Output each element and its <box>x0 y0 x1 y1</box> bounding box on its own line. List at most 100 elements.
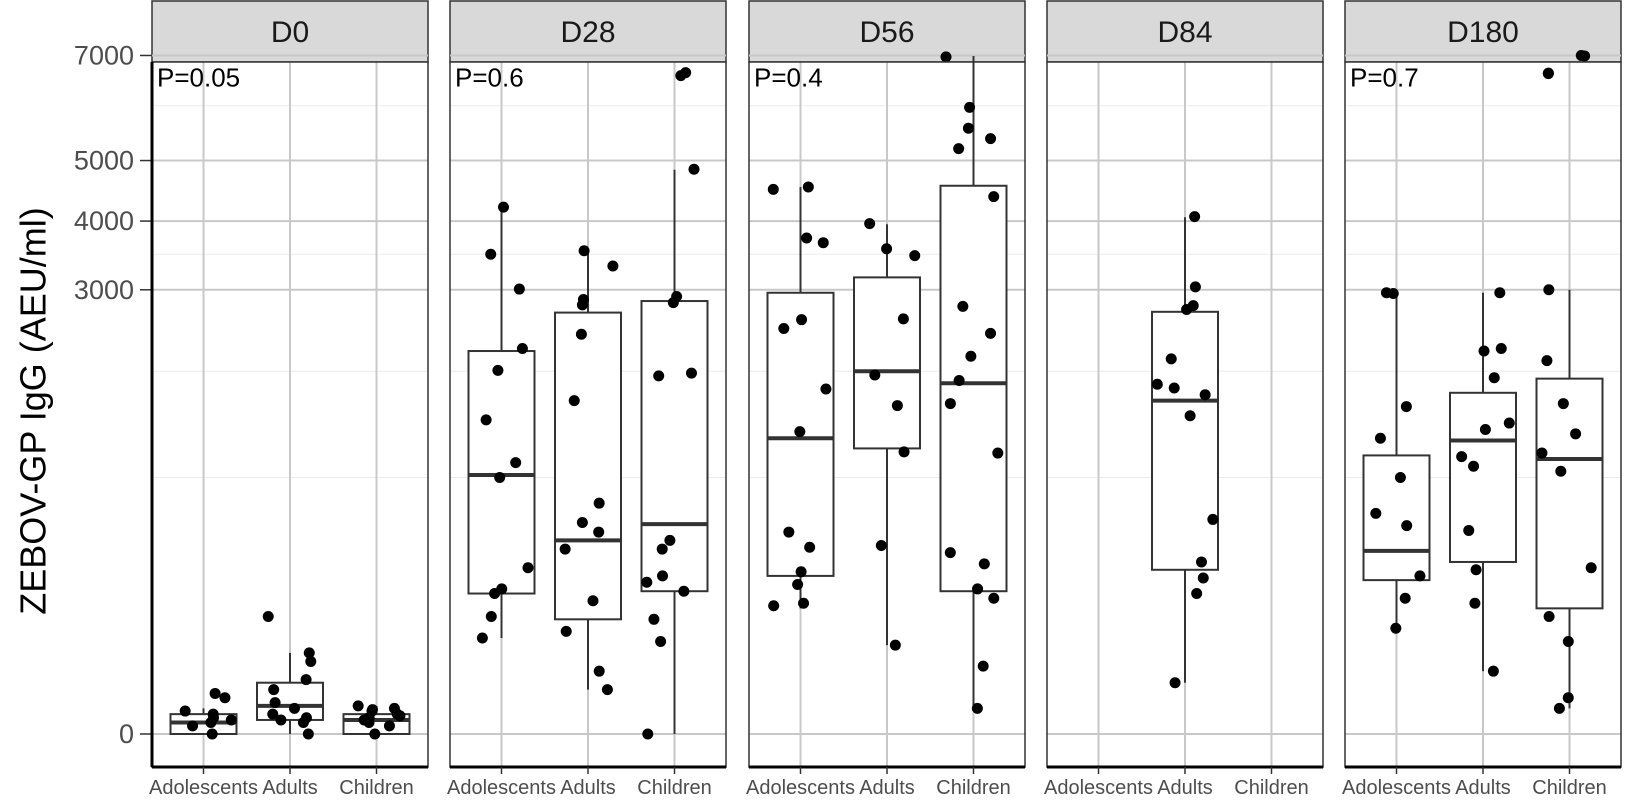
data-point <box>496 583 508 595</box>
data-point <box>985 133 997 145</box>
facet-strip-label: D0 <box>271 16 309 49</box>
group-children <box>342 700 411 740</box>
data-point <box>778 323 790 334</box>
data-point <box>978 558 990 570</box>
data-point <box>492 364 504 376</box>
data-point <box>964 101 976 113</box>
data-point <box>1394 472 1406 484</box>
data-point <box>577 294 589 306</box>
data-point <box>897 313 909 325</box>
x-tick-label: Adults <box>1455 777 1511 799</box>
data-point <box>792 578 804 590</box>
data-point <box>972 583 984 595</box>
data-point <box>1557 398 1569 410</box>
data-point <box>971 702 983 714</box>
facet-strip-label: D28 <box>560 16 615 49</box>
facet-panel-d28: D28 P=0.6 Adolescents Adults Children <box>447 0 727 799</box>
data-point <box>794 426 806 438</box>
data-point <box>1165 353 1177 365</box>
data-point <box>985 327 997 339</box>
x-tick-label: Adolescents <box>746 777 855 799</box>
data-point <box>653 370 665 382</box>
data-point <box>1195 556 1207 568</box>
data-point <box>962 122 974 134</box>
x-tick-label: Children <box>637 777 711 799</box>
data-point <box>1562 636 1574 648</box>
data-point <box>578 245 590 257</box>
data-point <box>798 597 810 609</box>
data-point <box>657 570 669 582</box>
data-point <box>1478 345 1490 357</box>
box-iqr <box>467 350 536 595</box>
data-point <box>909 250 921 262</box>
data-point <box>206 728 218 740</box>
data-point <box>898 446 910 458</box>
data-point <box>1487 665 1499 677</box>
x-tick-label: Adolescents <box>1342 777 1451 799</box>
p-value-label: P=0.7 <box>1350 62 1419 92</box>
data-point <box>1151 378 1163 390</box>
data-point <box>1536 447 1548 459</box>
data-point <box>869 369 881 381</box>
facet-strip <box>748 0 1026 63</box>
data-point <box>671 291 683 303</box>
y-axis-title: ZEBOV-GP IgG (AEU/ml) <box>13 207 54 614</box>
data-point <box>1189 281 1201 293</box>
group-adults <box>554 245 622 696</box>
data-point <box>685 367 697 379</box>
data-point <box>179 705 191 717</box>
group-adults <box>256 610 324 740</box>
data-point <box>267 708 279 720</box>
data-point <box>575 328 587 340</box>
box-iqr <box>1449 391 1517 563</box>
data-point <box>1555 465 1567 477</box>
data-point <box>1401 520 1413 532</box>
data-point <box>300 674 312 686</box>
data-point <box>1470 564 1482 576</box>
data-point <box>510 457 522 469</box>
data-point <box>1575 49 1587 61</box>
box-iqr <box>554 311 622 621</box>
data-point <box>944 547 956 559</box>
data-point <box>1370 507 1382 519</box>
data-point <box>275 714 287 726</box>
data-point <box>953 374 965 386</box>
data-point <box>977 660 989 672</box>
group-children <box>640 67 709 740</box>
box-iqr <box>939 184 1008 593</box>
data-point <box>656 543 668 555</box>
data-point <box>953 143 965 155</box>
data-point <box>485 248 497 260</box>
group-adolescents <box>467 201 536 644</box>
data-point <box>1399 592 1411 604</box>
data-point <box>225 714 237 726</box>
data-point <box>1463 524 1475 536</box>
data-point <box>522 562 534 574</box>
data-point <box>494 472 506 484</box>
facet-panel-d0: D0 P=0.05 Adolescents Adults Children <box>149 0 429 799</box>
data-point <box>187 720 199 732</box>
p-value-label: P=0.6 <box>455 62 524 92</box>
y-tick-label: 7000 <box>74 40 134 70</box>
group-adolescents <box>169 687 238 740</box>
data-point <box>988 592 1000 604</box>
data-point <box>352 700 364 712</box>
data-point <box>560 625 572 637</box>
data-point <box>891 400 903 412</box>
box-iqr <box>853 276 921 450</box>
data-point <box>219 692 231 704</box>
group-adolescents <box>766 181 835 612</box>
x-tick-label: Children <box>1234 777 1308 799</box>
data-point <box>881 243 893 255</box>
data-point <box>1189 211 1201 223</box>
data-point <box>1488 372 1500 384</box>
data-point <box>513 283 525 295</box>
data-point <box>817 237 829 249</box>
data-point <box>369 728 381 740</box>
data-point <box>801 232 813 244</box>
data-point <box>940 51 952 63</box>
data-point <box>576 517 588 529</box>
p-value-label: P=0.4 <box>754 62 823 92</box>
